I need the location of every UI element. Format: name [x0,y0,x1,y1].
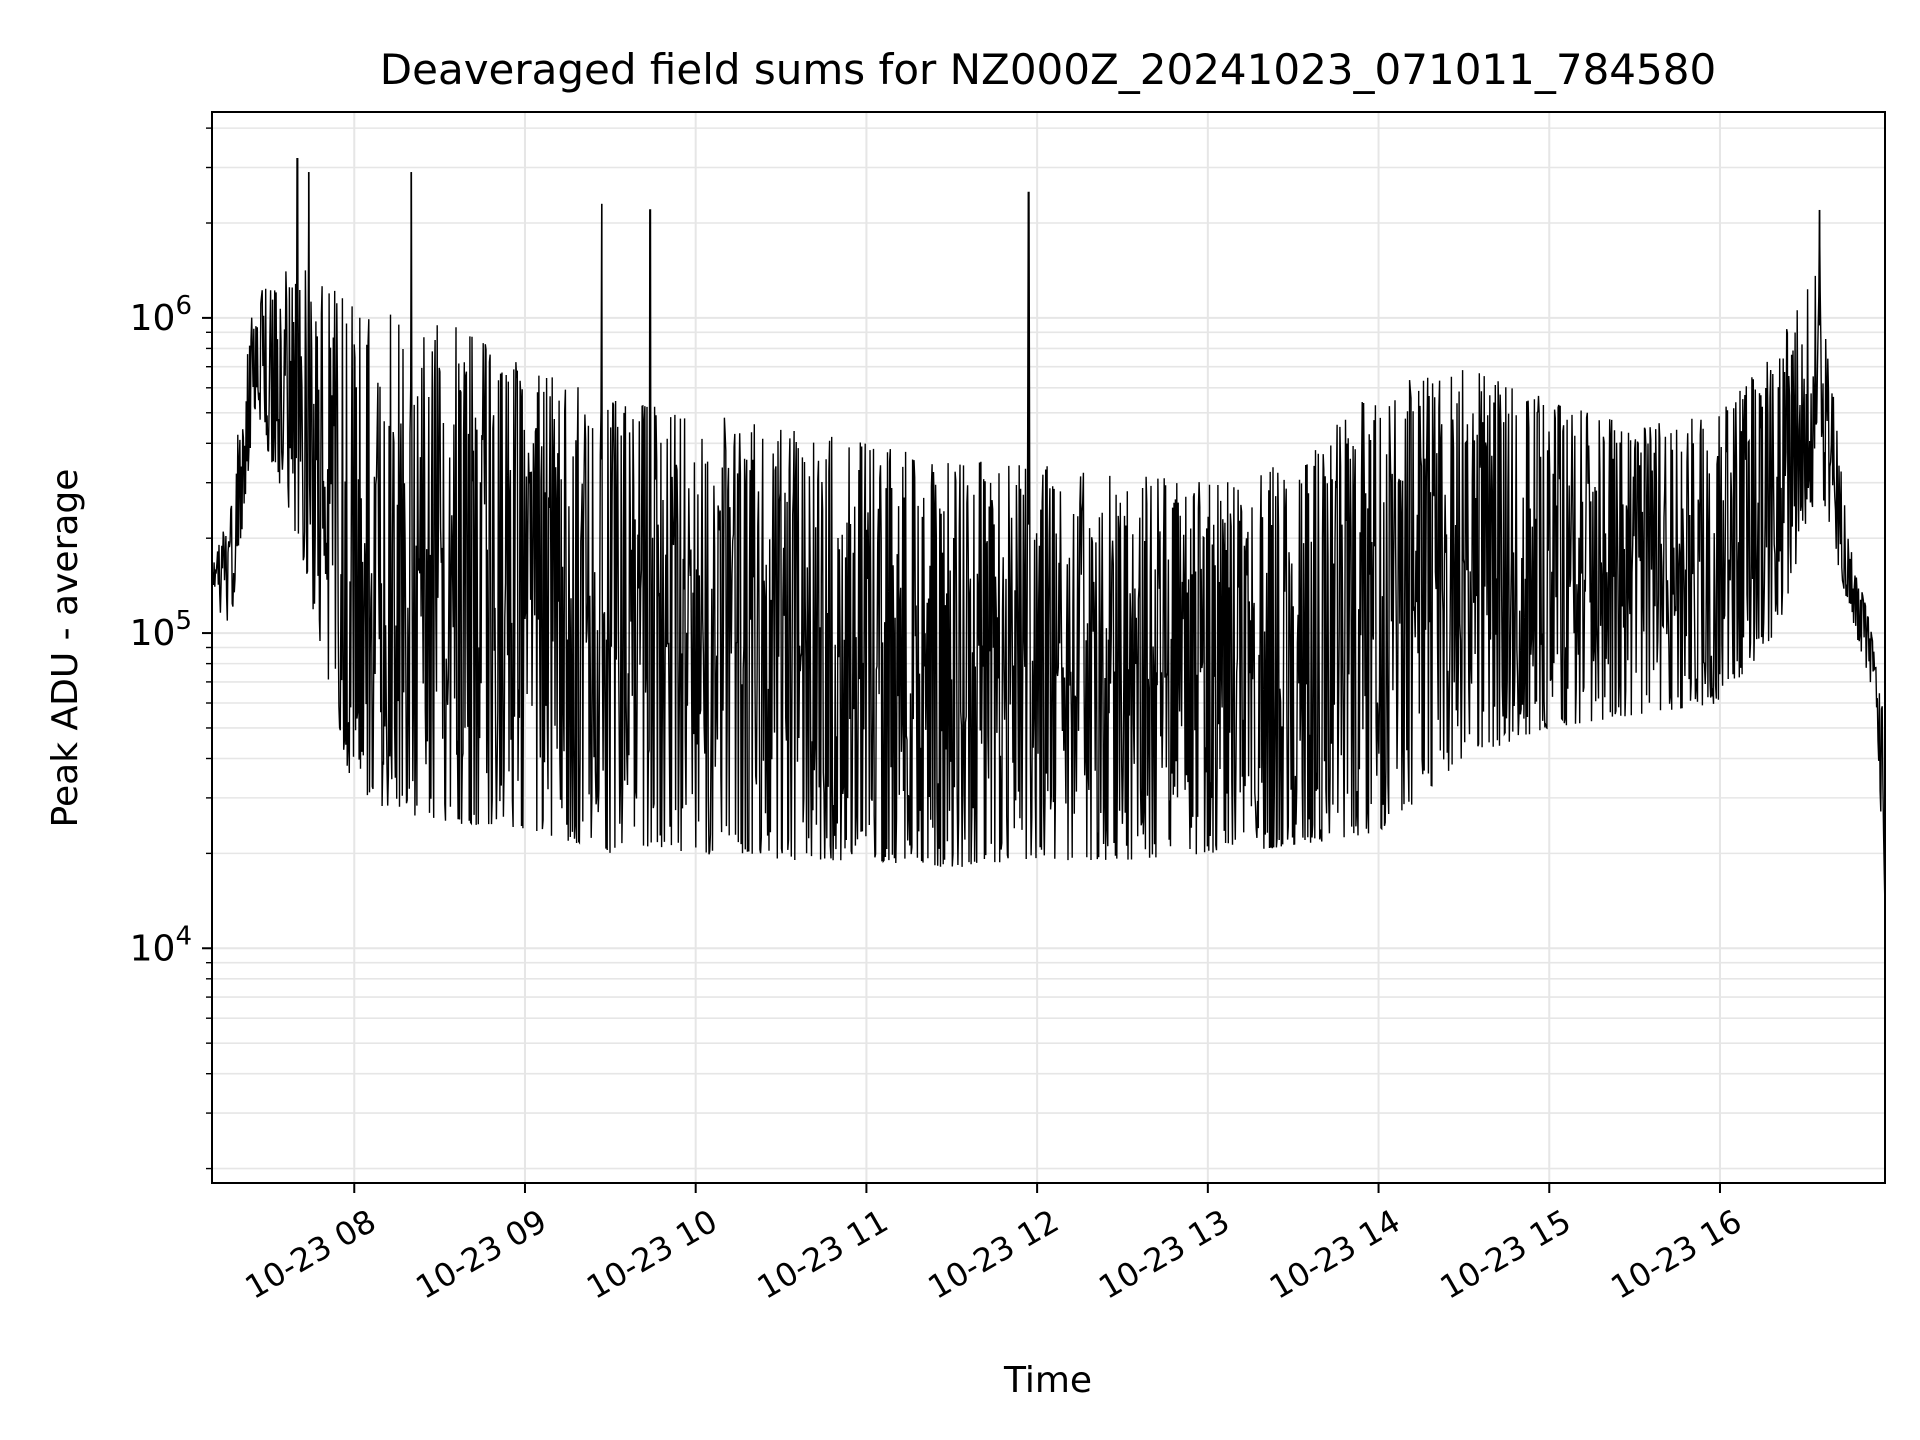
data-line [211,157,1886,910]
y-tick-label: 104 [130,921,192,969]
y-axis: 104 105 106 [130,127,212,1170]
x-axis-label: Time [1003,1360,1092,1401]
x-axis: 10-23 08 10-23 09 10-23 10 10-23 11 10-23 12… [239,1183,1748,1307]
x-tick-label: 10-23 16 [1604,1202,1748,1307]
x-tick-label: 10-23 15 [1434,1202,1578,1307]
x-tick-label: 10-23 12 [922,1202,1066,1307]
y-tick-label: 106 [130,291,192,339]
x-tick-label: 10-23 14 [1263,1202,1407,1307]
x-tick-label: 10-23 08 [239,1202,383,1307]
x-tick-label: 10-23 10 [580,1202,724,1307]
x-tick-label: 10-23 11 [751,1202,895,1307]
series-line [211,157,1886,910]
y-axis-label: Peak ADU - average [45,469,86,828]
x-tick-label: 10-23 13 [1092,1202,1236,1307]
y-tick-label: 105 [130,606,192,654]
chart-title: Deaveraged field sums for NZ000Z_2024102… [380,45,1716,94]
x-tick-label: 10-23 09 [409,1202,553,1307]
